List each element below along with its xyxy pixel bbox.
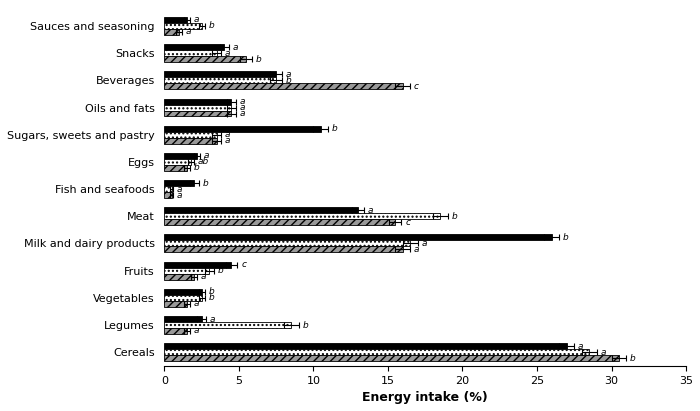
Text: b: b xyxy=(256,55,262,64)
Bar xyxy=(164,23,202,29)
Bar xyxy=(164,235,552,240)
Bar xyxy=(164,322,291,328)
Text: a: a xyxy=(201,272,206,281)
Bar xyxy=(164,56,246,62)
Text: a: a xyxy=(601,348,606,357)
Text: a: a xyxy=(193,299,199,308)
Bar xyxy=(164,274,194,279)
Bar xyxy=(164,72,276,77)
Text: b: b xyxy=(332,124,338,133)
Text: b: b xyxy=(217,266,223,275)
Text: ab: ab xyxy=(198,157,209,166)
Bar xyxy=(164,247,403,252)
Text: c: c xyxy=(414,82,419,91)
Text: a: a xyxy=(177,185,183,194)
Text: c: c xyxy=(405,218,410,227)
Bar xyxy=(164,159,191,165)
Bar xyxy=(164,289,202,295)
Bar xyxy=(164,153,197,159)
Bar xyxy=(164,132,216,138)
Text: c: c xyxy=(241,260,246,269)
Text: a: a xyxy=(225,48,230,58)
Bar xyxy=(164,219,396,225)
Bar xyxy=(164,192,172,198)
Bar xyxy=(164,316,202,322)
Bar xyxy=(164,301,187,307)
Bar xyxy=(164,343,567,349)
Text: b: b xyxy=(286,76,292,85)
Bar xyxy=(164,186,172,192)
Bar xyxy=(164,104,232,111)
Text: a: a xyxy=(578,342,584,351)
Text: a: a xyxy=(414,245,419,254)
Bar xyxy=(164,17,187,23)
Text: a: a xyxy=(193,16,199,25)
Text: a: a xyxy=(368,206,373,215)
Text: b: b xyxy=(563,233,569,242)
Text: a: a xyxy=(239,103,245,112)
Bar xyxy=(164,44,224,50)
Bar xyxy=(164,99,232,104)
Bar xyxy=(164,207,358,213)
X-axis label: Energy intake (%): Energy intake (%) xyxy=(363,391,488,404)
Bar xyxy=(164,262,232,268)
Text: b: b xyxy=(630,354,636,363)
Text: b: b xyxy=(209,287,214,296)
Text: a: a xyxy=(232,43,238,52)
Text: a: a xyxy=(193,326,199,335)
Text: b: b xyxy=(302,321,308,330)
Bar xyxy=(164,29,179,35)
Bar xyxy=(164,138,216,144)
Bar xyxy=(164,355,619,361)
Bar xyxy=(164,126,321,132)
Bar xyxy=(164,328,187,334)
Text: a: a xyxy=(204,151,209,160)
Text: a: a xyxy=(225,136,230,145)
Text: a: a xyxy=(210,314,216,323)
Text: a: a xyxy=(421,239,427,248)
Text: b: b xyxy=(202,179,208,187)
Text: b: b xyxy=(193,164,199,172)
Bar xyxy=(164,50,216,56)
Bar xyxy=(164,83,403,89)
Text: b: b xyxy=(452,212,457,221)
Text: b: b xyxy=(209,293,214,302)
Text: a: a xyxy=(286,70,291,79)
Text: a: a xyxy=(177,191,183,200)
Bar xyxy=(164,180,194,186)
Bar xyxy=(164,77,276,83)
Bar xyxy=(164,213,440,219)
Bar xyxy=(164,165,187,171)
Text: a: a xyxy=(186,28,192,37)
Text: a: a xyxy=(239,97,245,106)
Text: a: a xyxy=(239,109,245,118)
Bar xyxy=(164,268,209,274)
Text: a: a xyxy=(225,130,230,139)
Bar xyxy=(164,349,589,355)
Bar xyxy=(164,295,202,301)
Text: b: b xyxy=(209,21,214,30)
Bar xyxy=(164,240,410,247)
Bar xyxy=(164,111,232,116)
